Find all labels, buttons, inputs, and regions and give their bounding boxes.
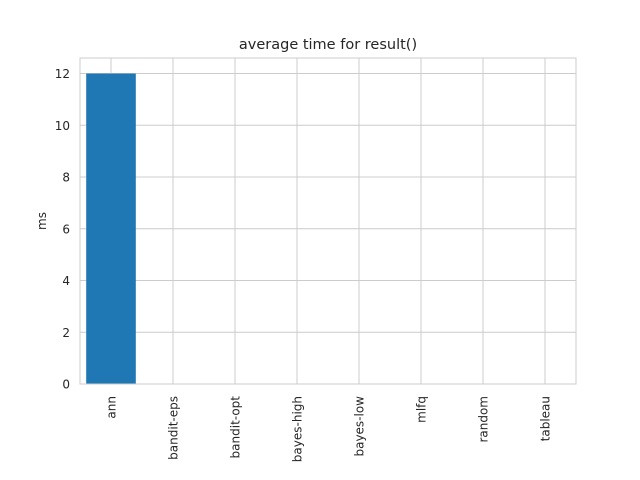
x-tick-label: ann — [105, 396, 119, 419]
y-tick-label: 10 — [55, 119, 70, 133]
x-tick-label: bayes-low — [353, 396, 367, 457]
y-tick-label: 8 — [62, 171, 70, 185]
x-tick-label: tableau — [539, 396, 553, 441]
y-tick-label: 4 — [62, 274, 70, 288]
plot-border — [79, 57, 577, 385]
x-tick-label: mlfq — [415, 396, 429, 423]
chart-title: average time for result() — [239, 37, 417, 53]
x-tick-labels: ann bandit-eps bandit-opt bayes-high bayes-l… — [105, 396, 553, 462]
y-tick-label: 6 — [62, 222, 70, 236]
bar-ann — [86, 73, 136, 385]
x-tick-label: random — [477, 396, 491, 443]
x-tick-label: bayes-high — [291, 396, 305, 462]
x-tick-label: bandit-eps — [167, 396, 181, 460]
x-tick-label: bandit-opt — [229, 396, 243, 459]
bars — [86, 73, 136, 385]
plot-frame — [79, 57, 577, 385]
y-tick-label: 12 — [55, 67, 70, 81]
grid — [80, 58, 576, 385]
y-tick-label: 2 — [62, 326, 70, 340]
y-tick-label: 0 — [62, 378, 70, 392]
y-tick-labels: 0 2 4 6 8 10 12 — [55, 67, 70, 391]
y-axis-label: ms — [35, 212, 49, 230]
